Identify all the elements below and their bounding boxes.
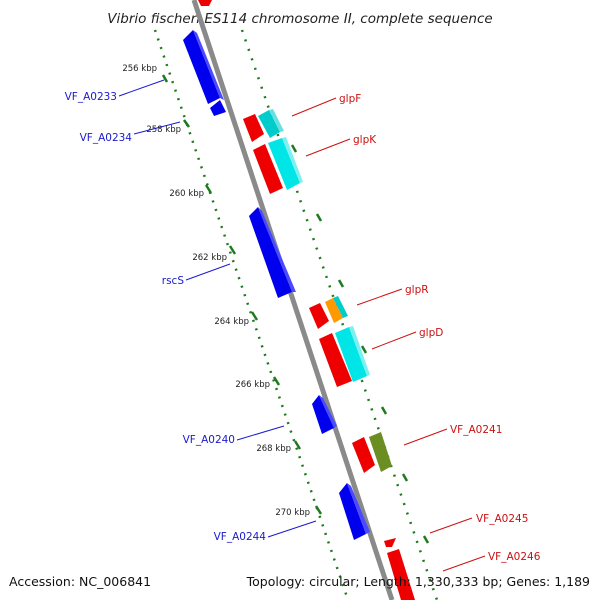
gene-label-VF_A0244[interactable]: VF_A0244 bbox=[214, 531, 267, 543]
gene-label-VF_A0241[interactable]: VF_A0241 bbox=[450, 424, 502, 436]
gene-label-glpD[interactable]: glpD bbox=[419, 327, 443, 339]
gene-partial-top[interactable] bbox=[198, 0, 212, 6]
gene-VF_A0240[interactable] bbox=[312, 395, 334, 434]
scale-label-258: 258 kbp bbox=[146, 125, 181, 135]
map-title: Vibrio fischeri ES114 chromosome II, com… bbox=[107, 11, 492, 27]
accession-text: Accession: NC_006841 bbox=[9, 574, 151, 589]
gene-label-glpK[interactable]: glpK bbox=[353, 134, 377, 146]
scale-label-260: 260 kbp bbox=[169, 189, 204, 199]
gene-label-VF_A0240[interactable]: VF_A0240 bbox=[183, 434, 235, 446]
gene-label-VF_A0245[interactable]: VF_A0245 bbox=[476, 513, 528, 525]
gene-glpK[interactable] bbox=[253, 144, 283, 194]
gene-label-glpF[interactable]: glpF bbox=[339, 93, 361, 105]
left-leader-lines bbox=[118, 79, 317, 538]
gene-glpR[interactable] bbox=[309, 303, 329, 329]
gene-VF_A0244[interactable] bbox=[339, 483, 366, 540]
gene-VF_A0241[interactable] bbox=[352, 437, 375, 473]
right-leader-lines bbox=[291, 97, 486, 572]
gene-label-glpR[interactable]: glpR bbox=[405, 284, 429, 296]
gene-label-VF_A0234[interactable]: VF_A0234 bbox=[80, 132, 133, 144]
gene-VF_A0233[interactable] bbox=[183, 30, 220, 104]
scale-label-270: 270 kbp bbox=[275, 508, 310, 518]
feature-VF_A0241[interactable] bbox=[369, 432, 392, 472]
chromosome-backbone bbox=[191, 0, 395, 600]
gene-VF_A0234[interactable] bbox=[210, 100, 226, 116]
scale-label-264: 264 kbp bbox=[214, 317, 249, 327]
gene-rscS[interactable] bbox=[249, 207, 292, 298]
feature-glpK[interactable] bbox=[268, 138, 300, 190]
plus-strand-genes bbox=[243, 109, 415, 600]
feature-glpF[interactable] bbox=[258, 110, 280, 138]
gene-VF_A0245[interactable] bbox=[384, 538, 396, 547]
scale-label-268: 268 kbp bbox=[256, 444, 291, 454]
gene-glpF[interactable] bbox=[243, 114, 264, 142]
gene-VF_A0246[interactable] bbox=[387, 549, 415, 600]
scale-label-262: 262 kbp bbox=[192, 253, 227, 263]
scale-label-266: 266 kbp bbox=[235, 380, 270, 390]
feature-glpD[interactable] bbox=[335, 327, 367, 382]
gene-label-VF_A0246[interactable]: VF_A0246 bbox=[488, 551, 541, 563]
minus-strand-genes bbox=[183, 30, 370, 540]
feature-glpR[interactable] bbox=[325, 298, 343, 323]
gene-label-rscS[interactable]: rscS bbox=[162, 275, 185, 287]
gene-glpD[interactable] bbox=[319, 333, 352, 387]
genome-summary-text: Topology: circular; Length: 1,330,333 bp… bbox=[246, 574, 590, 589]
scale-ticks bbox=[161, 74, 430, 544]
scale-label-256: 256 kbp bbox=[122, 64, 157, 74]
gene-label-VF_A0233[interactable]: VF_A0233 bbox=[65, 91, 117, 103]
